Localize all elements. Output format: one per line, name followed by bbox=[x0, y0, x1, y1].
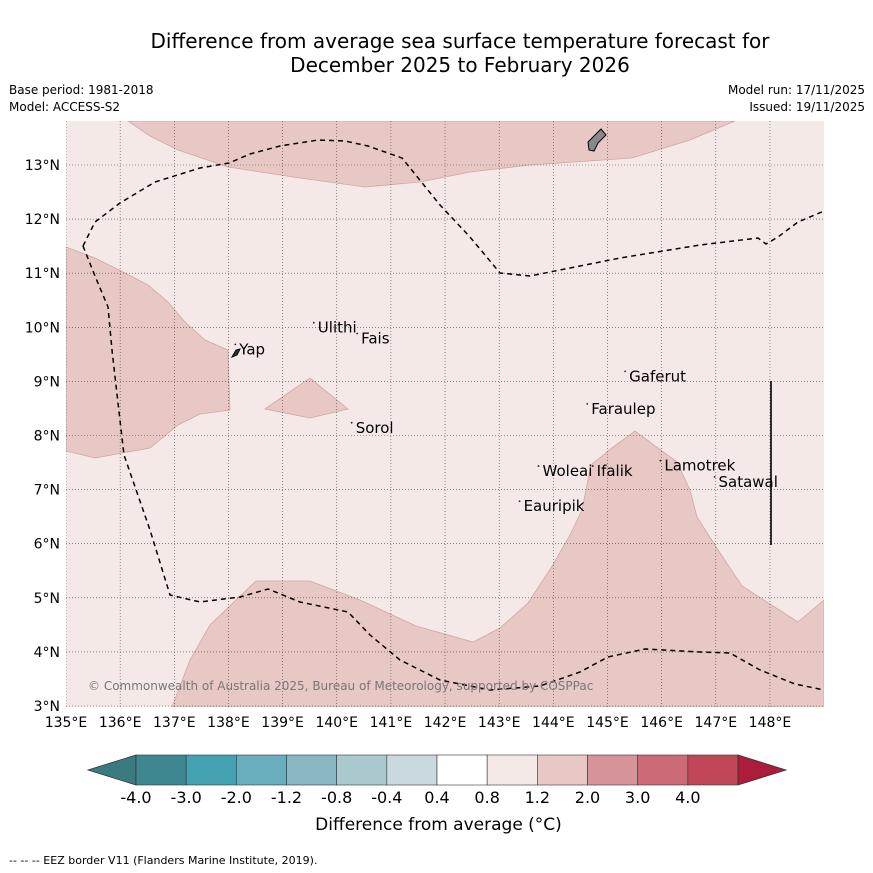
latitude-tick-label: 13°N bbox=[25, 158, 60, 174]
colorbar-segment bbox=[537, 754, 588, 786]
longitude-tick-label: 139°E bbox=[261, 715, 304, 731]
map-title-line-1: Difference from average sea surface temp… bbox=[150, 29, 770, 53]
island-marker bbox=[312, 321, 315, 324]
warm-anomaly-region-west bbox=[66, 246, 231, 459]
colorbar-segment bbox=[135, 754, 187, 786]
colorbar-tick-label: -4.0 bbox=[120, 788, 152, 807]
place-label-fais: Fais bbox=[361, 330, 390, 348]
place-label-gaferut: Gaferut bbox=[629, 367, 686, 385]
colorbar-segment bbox=[436, 754, 488, 786]
axis-ticks: 135°E 136°E 137°E 138°E 139°E 140°E 141°E 142°E… bbox=[25, 158, 792, 731]
colorbar-tick-label: 3.0 bbox=[624, 788, 651, 807]
latitude-tick-label: 11°N bbox=[25, 266, 60, 282]
colorbar-tick-label: -0.8 bbox=[321, 788, 353, 807]
island-marker bbox=[356, 332, 359, 335]
longitude-tick-label: 141°E bbox=[370, 715, 413, 731]
warm-anomaly-region-central bbox=[263, 377, 349, 419]
island-marker bbox=[234, 343, 237, 346]
place-label-ulithi: Ulithi bbox=[318, 319, 357, 337]
place-label-sorol: Sorol bbox=[356, 419, 394, 437]
eez-border-line bbox=[82, 139, 824, 277]
colorbar-segment bbox=[236, 754, 287, 786]
longitude-tick-label: 138°E bbox=[207, 715, 250, 731]
place-label-satawal: Satawal bbox=[719, 473, 778, 491]
longitude-tick-label: 144°E bbox=[532, 715, 575, 731]
longitude-tick-label: 147°E bbox=[695, 715, 738, 731]
island-marker bbox=[537, 465, 540, 467]
warm-anomaly-region-south bbox=[171, 430, 824, 707]
latitude-tick-label: 6°N bbox=[34, 537, 60, 553]
island-marker bbox=[586, 402, 589, 405]
longitude-tick-label: 143°E bbox=[478, 715, 521, 731]
colorbar-under-arrow bbox=[86, 754, 137, 786]
warm-anomaly-region-north bbox=[127, 121, 736, 188]
place-label-lamotrek: Lamotrek bbox=[664, 457, 735, 475]
colorbar-segment bbox=[286, 754, 337, 786]
longitude-tick-label: 146°E bbox=[640, 715, 683, 731]
yap-island-shape bbox=[230, 348, 241, 358]
longitude-tick-label: 148°E bbox=[749, 715, 792, 731]
graticule bbox=[66, 121, 824, 707]
longitude-tick-label: 136°E bbox=[99, 715, 142, 731]
place-label-ifalik: Ifalik bbox=[597, 462, 633, 480]
longitude-tick-label: 140°E bbox=[315, 715, 358, 731]
colorbar-over-arrow bbox=[737, 754, 788, 786]
place-label-yap: Yap bbox=[238, 340, 265, 358]
colorbar-tick-label: 0.8 bbox=[474, 788, 500, 807]
colorbar bbox=[86, 754, 788, 786]
island-marker bbox=[518, 500, 521, 503]
colorbar-segment bbox=[386, 754, 438, 786]
colorbar-tick-label: 0.4 bbox=[424, 788, 450, 807]
eez-border-line-west bbox=[82, 245, 824, 691]
latitude-tick-label: 12°N bbox=[25, 212, 60, 228]
latitude-tick-label: 5°N bbox=[34, 591, 60, 607]
longitude-tick-label: 142°E bbox=[424, 715, 467, 731]
issued-label: Issued: 19/11/2025 bbox=[749, 100, 865, 114]
colorbar-tick-label: 2.0 bbox=[574, 788, 601, 807]
colorbar-tick-label: 4.0 bbox=[675, 788, 701, 807]
place-label-eauripik: Eauripik bbox=[524, 497, 585, 515]
island-marker bbox=[659, 459, 662, 462]
colorbar-tick-label: -3.0 bbox=[170, 788, 202, 807]
latitude-tick-label: 8°N bbox=[34, 429, 60, 445]
colorbar-segment bbox=[687, 754, 739, 786]
latitude-tick-label: 10°N bbox=[25, 320, 60, 336]
guam-island-shape bbox=[587, 128, 607, 152]
place-label-woleai: Woleai bbox=[543, 462, 593, 480]
island-marker bbox=[350, 421, 353, 424]
colorbar-segment bbox=[336, 754, 388, 786]
island-marker bbox=[713, 475, 716, 478]
colorbar-tick-label: -1.2 bbox=[270, 788, 303, 807]
colorbar-tick-label: -2.0 bbox=[220, 788, 252, 807]
longitude-tick-label: 145°E bbox=[586, 715, 629, 731]
island-marker bbox=[591, 465, 594, 467]
place-label-faraulep: Faraulep bbox=[591, 400, 655, 418]
colorbar-title: Difference from average (°C) bbox=[315, 815, 562, 835]
model-label: Model: ACCESS-S2 bbox=[9, 100, 121, 114]
base-period-label: Base period: 1981-2018 bbox=[9, 83, 154, 97]
eez-border-footnote: -- -- -- EEZ border V11 (Flanders Marine… bbox=[9, 854, 318, 867]
copyright-notice: © Commonwealth of Australia 2025, Bureau… bbox=[88, 679, 593, 693]
map-title-line-2: December 2025 to February 2026 bbox=[290, 53, 630, 77]
colorbar-segment bbox=[587, 754, 638, 786]
model-run-label: Model run: 17/11/2025 bbox=[727, 83, 865, 97]
latitude-tick-label: 3°N bbox=[34, 699, 60, 715]
island-marker bbox=[624, 370, 627, 373]
longitude-tick-label: 137°E bbox=[153, 715, 196, 731]
longitude-tick-label: 135°E bbox=[45, 715, 88, 731]
latitude-tick-label: 4°N bbox=[34, 645, 60, 661]
colorbar-segment bbox=[486, 754, 538, 786]
colorbar-segment bbox=[185, 754, 237, 786]
colorbar-tick-label: 1.2 bbox=[524, 788, 551, 807]
latitude-tick-label: 7°N bbox=[34, 483, 60, 499]
colorbar-segment bbox=[637, 754, 689, 786]
colorbar-tick-label: -0.4 bbox=[371, 788, 403, 807]
latitude-tick-label: 9°N bbox=[34, 374, 60, 390]
